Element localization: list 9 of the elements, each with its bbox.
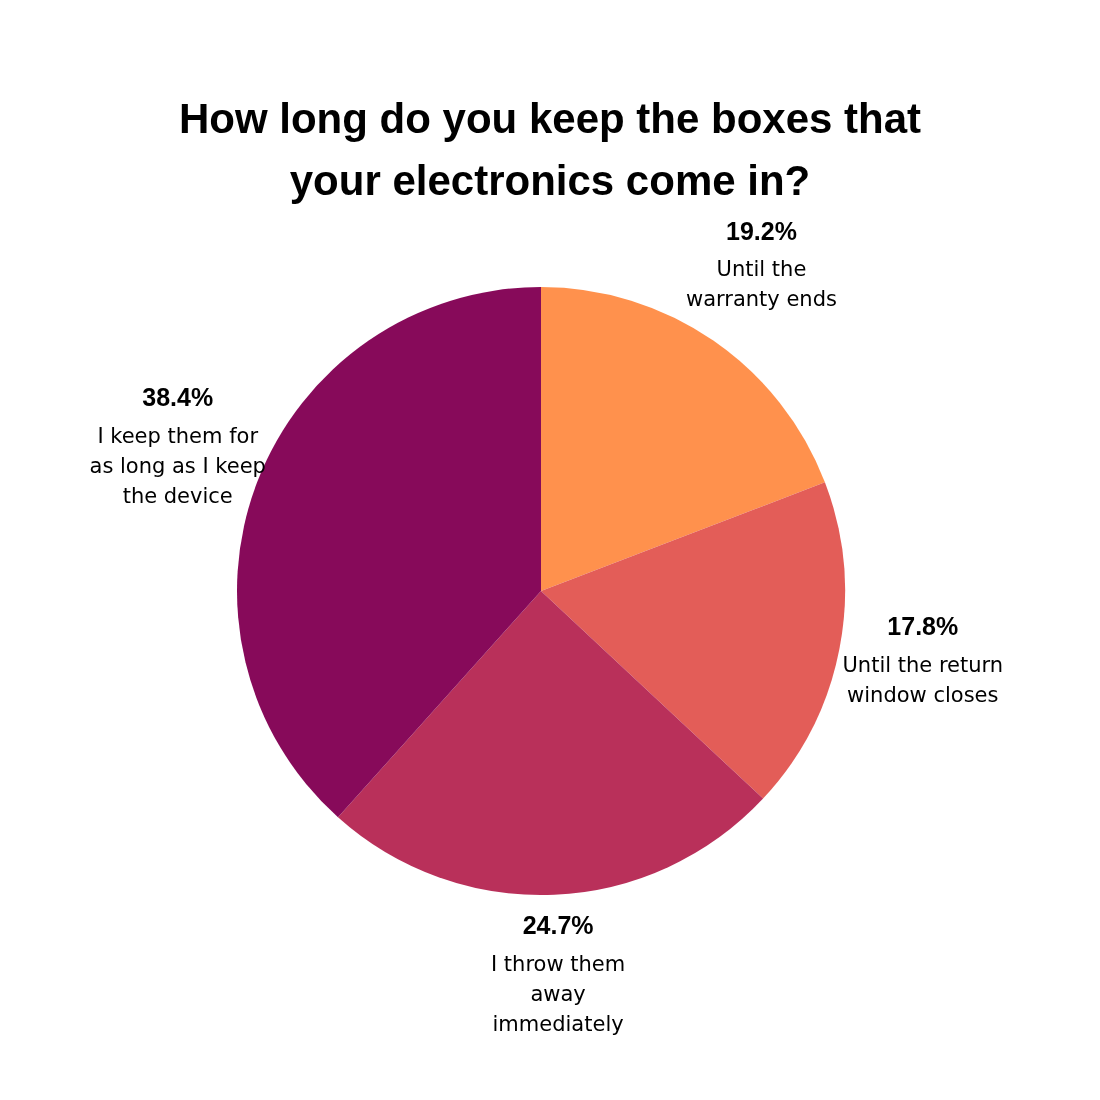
slice-label: Until the warranty ends <box>685 257 837 312</box>
data-label: 38.4% <box>142 383 214 412</box>
data-label: 19.2% <box>726 216 797 245</box>
data-label: 17.8% <box>887 612 959 641</box>
data-label: 24.7% <box>522 911 594 940</box>
chart-title: How long do you keep the boxes that your electronics come in? <box>177 94 923 206</box>
slice-label: Until the return window closes <box>842 652 1004 707</box>
slice-label: I throw them away immediately <box>490 951 626 1036</box>
slice-label: I keep them for as long as I keep the device <box>89 423 266 508</box>
